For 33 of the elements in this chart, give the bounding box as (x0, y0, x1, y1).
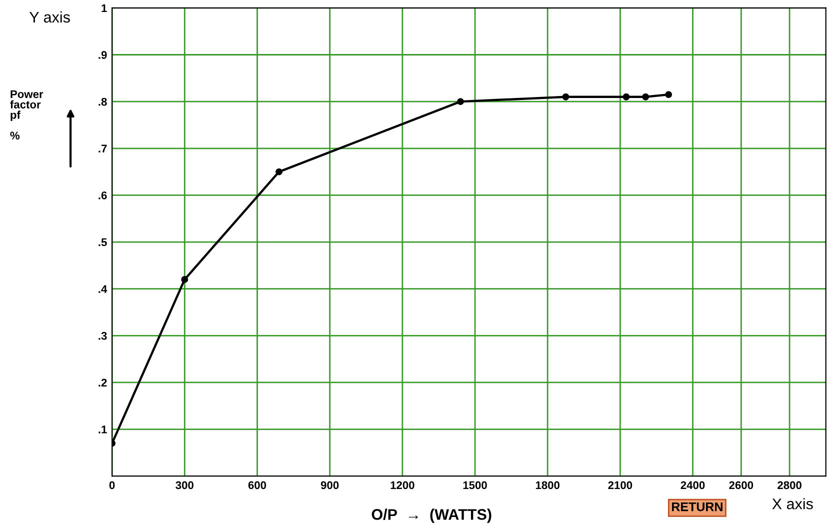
x-axis-title: O/P → (WATTS) (372, 508, 492, 523)
y-tick-label: .1 (98, 426, 107, 434)
y-tick-label: .6 (98, 191, 107, 200)
y-tick-label: .7 (98, 144, 107, 152)
x-tick-label: 2800 (778, 481, 802, 490)
x-tick-label: 2600 (729, 481, 754, 490)
y-tick-label: .4 (98, 285, 108, 293)
y-tick-label: .5 (98, 238, 107, 246)
point (181, 276, 188, 283)
x-tick-label: 2400 (680, 481, 705, 490)
y-tick-label: .3 (98, 332, 107, 340)
x-tick-label: 1800 (536, 481, 560, 490)
x-tick-label: 2100 (608, 481, 632, 490)
y-tick-label: .9 (98, 51, 107, 59)
text: RETURN (672, 502, 722, 512)
point (457, 98, 464, 106)
y-tick-label: .2 (98, 378, 107, 386)
x-tick-label: 600 (248, 481, 266, 490)
y-axis-title: Power factor pf % (10, 90, 44, 140)
x-tick-label: 900 (320, 481, 339, 490)
text: X axis (772, 498, 813, 510)
y-tick-label: 1 (102, 4, 107, 12)
point (622, 93, 630, 100)
x-tick-label: 0 (109, 481, 115, 490)
x-tick-label: 1200 (390, 481, 414, 490)
text: Y axis (29, 11, 70, 23)
x-tick-label: 1500 (463, 481, 487, 490)
point (642, 93, 650, 100)
point (665, 91, 672, 98)
x-tick-label: 300 (176, 481, 194, 490)
point (276, 168, 282, 176)
point (562, 93, 570, 100)
y-tick-label: .8 (98, 98, 107, 106)
